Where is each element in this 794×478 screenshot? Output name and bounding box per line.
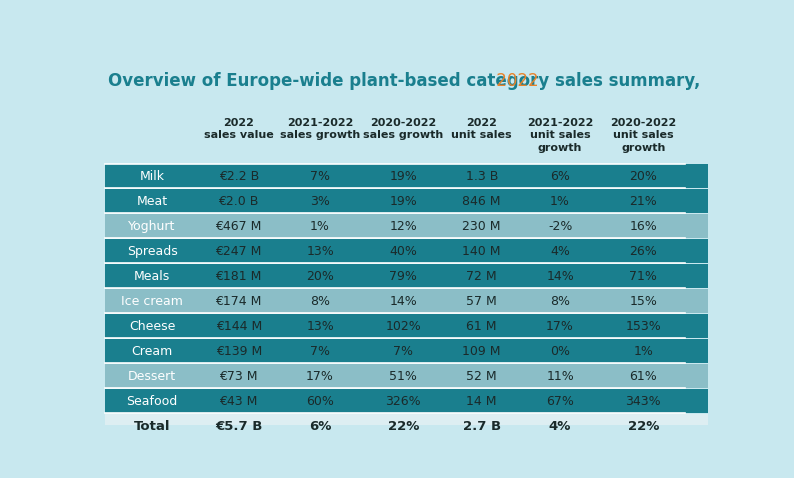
Text: 846 M: 846 M [462,195,501,207]
Text: 1%: 1% [310,219,330,233]
Text: 230 M: 230 M [462,219,501,233]
Text: 12%: 12% [389,219,417,233]
Text: 20%: 20% [306,270,334,282]
Text: €2.2 B: €2.2 B [218,170,259,183]
Text: 19%: 19% [389,170,417,183]
Text: 6%: 6% [550,170,570,183]
Text: 2.7 B: 2.7 B [463,420,501,433]
Bar [106,339,708,363]
Text: 109 M: 109 M [462,345,501,358]
Text: 2022: 2022 [491,72,539,90]
Text: Yoghurt: Yoghurt [129,219,175,233]
Text: 6%: 6% [309,420,331,433]
Text: 2021-2022
unit sales
growth: 2021-2022 unit sales growth [527,118,593,153]
Text: €139 M: €139 M [215,345,262,358]
Text: 1%: 1% [550,195,570,207]
Text: 17%: 17% [546,320,574,333]
Text: 15%: 15% [630,295,657,308]
Text: 11%: 11% [546,370,574,383]
Text: 0%: 0% [550,345,570,358]
Text: 57 M: 57 M [466,295,497,308]
Text: Seafood: Seafood [126,395,178,408]
Text: 14 M: 14 M [466,395,497,408]
Text: €174 M: €174 M [215,295,262,308]
Text: 2020-2022
sales growth: 2020-2022 sales growth [363,118,443,141]
Text: 22%: 22% [627,420,659,433]
Text: Overview of Europe-wide plant-based category sales summary,: Overview of Europe-wide plant-based cate… [109,72,701,90]
Text: 61 M: 61 M [466,320,497,333]
Text: 16%: 16% [630,219,657,233]
Text: €5.7 B: €5.7 B [215,420,262,433]
Text: 2020-2022
unit sales
growth: 2020-2022 unit sales growth [611,118,676,153]
Text: -2%: -2% [548,219,572,233]
Text: 67%: 67% [546,395,574,408]
Text: 14%: 14% [389,295,417,308]
Text: Ice cream: Ice cream [121,295,183,308]
Text: 14%: 14% [546,270,574,282]
Bar [106,214,708,238]
Text: 7%: 7% [310,170,330,183]
Text: €181 M: €181 M [215,270,262,282]
Text: 61%: 61% [630,370,657,383]
Text: 7%: 7% [310,345,330,358]
Bar [106,164,708,188]
Text: Cheese: Cheese [129,320,175,333]
Text: €247 M: €247 M [215,245,262,258]
Text: 52 M: 52 M [466,370,497,383]
Text: 4%: 4% [549,420,572,433]
Text: 22%: 22% [387,420,419,433]
Text: €144 M: €144 M [215,320,262,333]
Text: €43 M: €43 M [219,395,258,408]
Bar [106,189,708,213]
Text: Meat: Meat [137,195,168,207]
Text: 7%: 7% [393,345,414,358]
Text: Dessert: Dessert [128,370,176,383]
Bar [106,264,708,288]
Bar [106,364,708,388]
Text: 2021-2022
sales growth: 2021-2022 sales growth [280,118,360,141]
Text: 2022
unit sales: 2022 unit sales [452,118,512,141]
Text: 60%: 60% [306,395,334,408]
Text: 1.3 B: 1.3 B [465,170,498,183]
Text: 2022
sales value: 2022 sales value [204,118,274,141]
Text: 20%: 20% [630,170,657,183]
Text: 17%: 17% [306,370,334,383]
Text: 8%: 8% [310,295,330,308]
Text: €467 M: €467 M [215,219,262,233]
Text: Milk: Milk [140,170,164,183]
Text: 40%: 40% [389,245,417,258]
Text: Total: Total [134,420,171,433]
Text: 326%: 326% [386,395,421,408]
Text: 13%: 13% [306,320,334,333]
Text: 79%: 79% [389,270,417,282]
Text: 1%: 1% [634,345,653,358]
Text: €73 M: €73 M [219,370,258,383]
Text: 21%: 21% [630,195,657,207]
Bar [106,239,708,263]
Text: 71%: 71% [630,270,657,282]
Text: 8%: 8% [550,295,570,308]
Text: 140 M: 140 M [462,245,501,258]
Text: Spreads: Spreads [127,245,178,258]
Bar [106,289,708,313]
Text: 4%: 4% [550,245,570,258]
Text: 3%: 3% [310,195,330,207]
Text: 51%: 51% [389,370,417,383]
Text: 26%: 26% [630,245,657,258]
Text: 72 M: 72 M [466,270,497,282]
Text: 153%: 153% [626,320,661,333]
Text: 19%: 19% [389,195,417,207]
Text: 13%: 13% [306,245,334,258]
Text: 343%: 343% [626,395,661,408]
Bar [106,414,708,438]
Bar [106,314,708,338]
Text: €2.0 B: €2.0 B [218,195,259,207]
Bar [106,390,708,413]
Text: Cream: Cream [132,345,173,358]
Text: Meals: Meals [134,270,170,282]
Text: 102%: 102% [385,320,421,333]
